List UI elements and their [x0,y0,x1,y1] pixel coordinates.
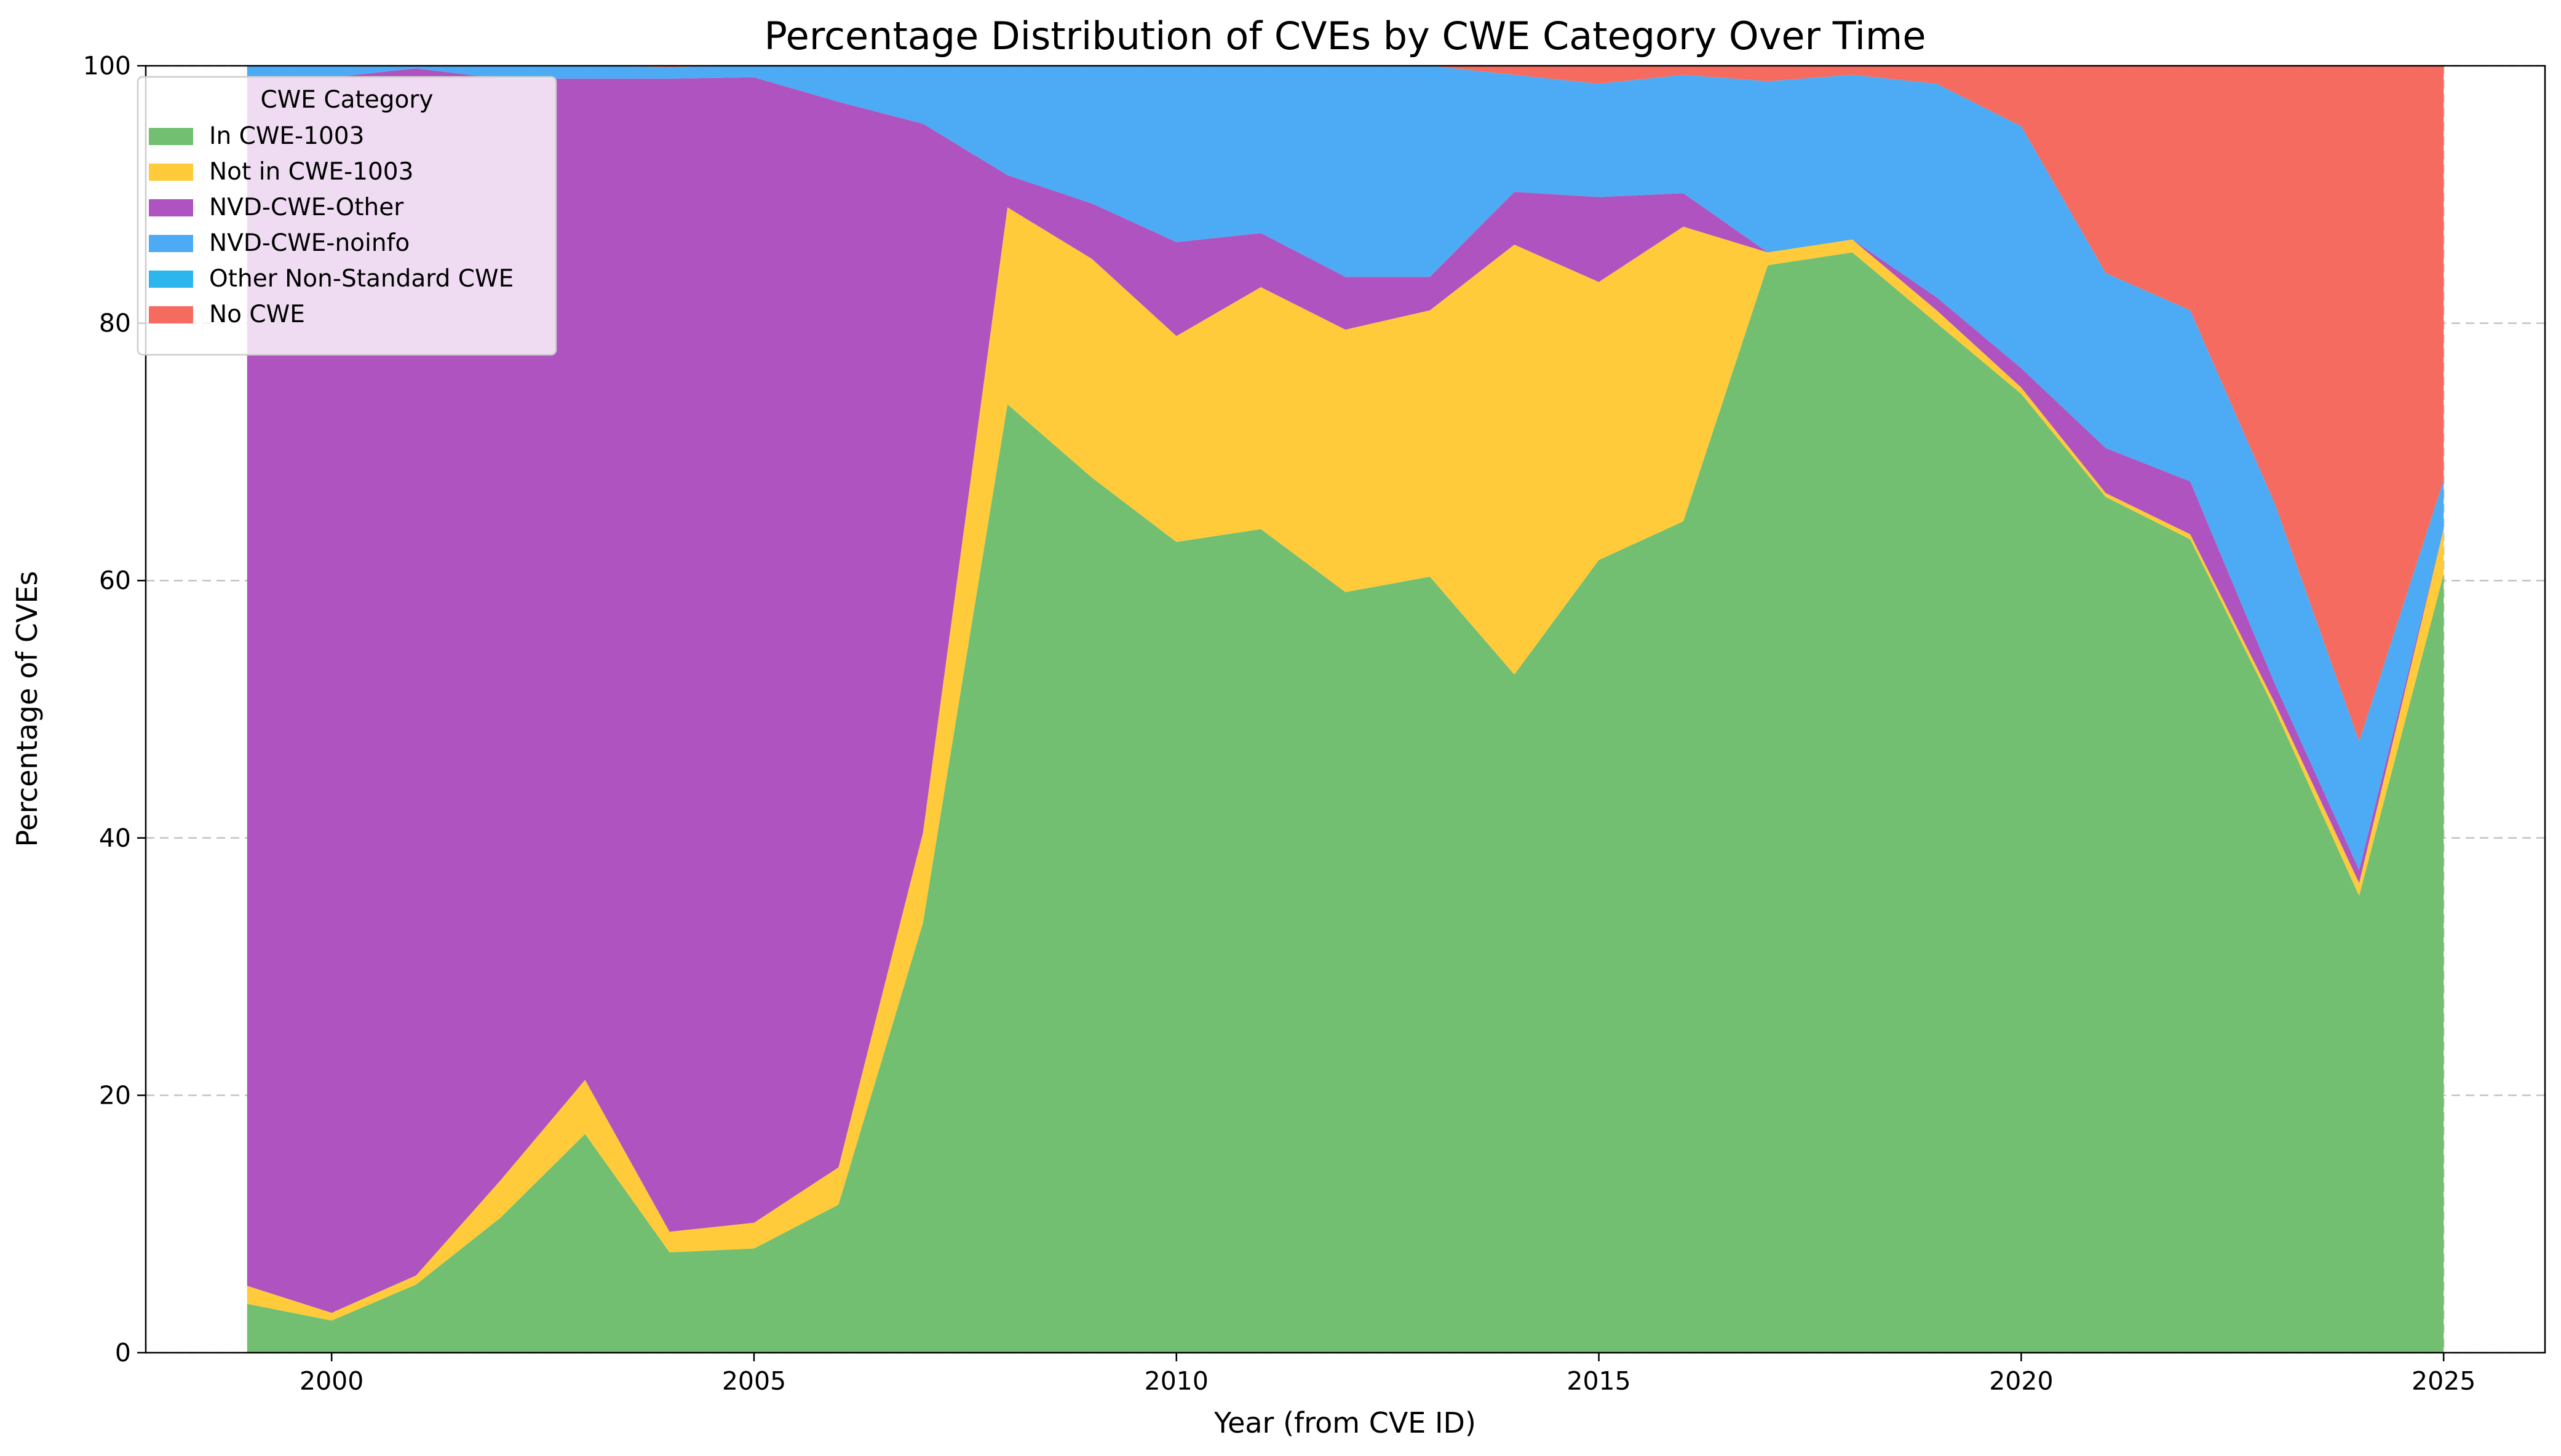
axis-ticks: 2000 2005 2010 2015 2020 2025 0 20 40 60 80 100 [83,51,2476,1396]
x-tick-label-2005: 2005 [722,1366,786,1396]
plot-frame [145,65,2546,1354]
y-tick-label-0: 0 [115,1338,131,1367]
y-tick-label-60: 60 [99,566,131,595]
y-axis-title: Percentage of CVEs [10,571,44,847]
legend-label-in-cwe-1003: In CWE-1003 [209,122,364,150]
legend-label-no-cwe: No CWE [209,301,305,328]
legend-swatch-no-cwe [149,306,193,323]
y-tick-label-40: 40 [99,823,131,853]
legend-swatch-not-in-cwe-1003 [149,164,193,181]
area-nvd-cwe-other [247,68,2444,1313]
legend-swatch-nvd-cwe-other [149,199,193,216]
legend-swatch-other-non-standard-cwe [149,271,193,288]
legend-label-nvd-cwe-noinfo: NVD-CWE-noinfo [209,229,410,257]
x-axis-title: Year (from CVE ID) [1213,1406,1476,1439]
x-tick-label-2025: 2025 [2412,1366,2476,1396]
area-no-cwe [247,66,2444,742]
y-tick-label-80: 80 [99,309,131,338]
legend-label-other-non-standard-cwe: Other Non-Standard CWE [209,265,514,293]
x-tick-label-2000: 2000 [300,1366,363,1396]
legend-title: CWE Category [261,86,434,114]
legend-label-not-in-cwe-1003: Not in CWE-1003 [209,158,413,186]
x-tick-label-2020: 2020 [1989,1366,2053,1396]
legend-label-nvd-cwe-other: NVD-CWE-Other [209,194,404,221]
legend: CWE Category In CWE-1003 Not in CWE-1003 N… [137,76,557,356]
legend-box [137,76,557,356]
chart-title: Percentage Distribution of CVEs by CWE C… [764,14,1926,58]
legend-swatch-in-cwe-1003 [149,128,193,145]
area-in-cwe-1003 [247,252,2444,1353]
area-not-in-cwe-1003 [247,207,2444,1321]
area-nvd-cwe-noinfo [247,66,2444,871]
y-tick-label-20: 20 [99,1080,131,1110]
legend-swatch-nvd-cwe-noinfo [149,235,193,252]
area-series [247,66,2444,1353]
legend-items: In CWE-1003 Not in CWE-1003 NVD-CWE-Other N… [149,122,514,328]
x-tick-label-2010: 2010 [1145,1366,1209,1396]
y-tick-label-100: 100 [83,51,131,81]
x-tick-label-2015: 2015 [1566,1366,1630,1396]
